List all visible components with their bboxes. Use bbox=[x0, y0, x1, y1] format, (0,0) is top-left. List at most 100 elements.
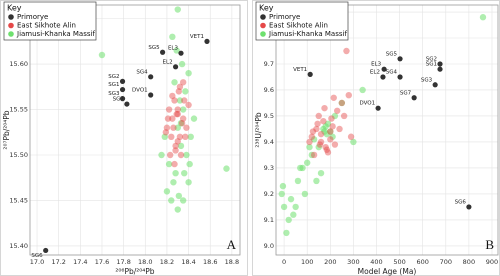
point-label: SG1 bbox=[426, 62, 437, 68]
data-point bbox=[310, 151, 318, 159]
data-point bbox=[359, 86, 366, 94]
y-tick-label: 15.55 bbox=[9, 106, 28, 114]
data-point bbox=[306, 143, 313, 151]
data-point bbox=[321, 104, 328, 112]
point-label: SG5 bbox=[148, 45, 160, 51]
data-point bbox=[190, 115, 198, 122]
data-point bbox=[176, 83, 184, 91]
data-point bbox=[124, 101, 130, 107]
x-tick-label: 17.6 bbox=[95, 258, 109, 266]
y-tick-label: 9.4 bbox=[264, 138, 274, 146]
x-tick-label: 17.2 bbox=[51, 258, 65, 266]
y-tick-label: 9.0 bbox=[264, 242, 274, 250]
data-point bbox=[397, 56, 403, 62]
data-point bbox=[437, 66, 443, 72]
legend-box bbox=[255, 1, 349, 41]
data-point bbox=[324, 120, 332, 127]
data-point bbox=[301, 190, 309, 198]
y-tick-label: 15.45 bbox=[9, 196, 28, 204]
point-label: SG7 bbox=[400, 90, 412, 96]
legend-title: Key bbox=[259, 4, 274, 13]
y-axis-title: ²⁰⁷Pb/²⁰⁴Pb bbox=[2, 110, 11, 149]
data-point bbox=[172, 147, 179, 154]
legend-swatch bbox=[8, 31, 14, 37]
data-point bbox=[163, 124, 171, 131]
data-point bbox=[174, 6, 181, 13]
data-point bbox=[308, 133, 316, 140]
point-label: VET1 bbox=[190, 34, 204, 40]
data-point bbox=[177, 119, 185, 127]
point-label: DVO1 bbox=[132, 88, 148, 94]
x-tick-label: 17.0 bbox=[30, 258, 44, 266]
point-label: SG1 bbox=[108, 82, 119, 88]
data-point bbox=[279, 182, 287, 190]
data-point bbox=[171, 79, 178, 86]
data-point bbox=[164, 115, 172, 122]
data-point bbox=[350, 138, 357, 146]
data-point bbox=[343, 47, 350, 55]
data-point bbox=[314, 120, 321, 127]
data-point bbox=[169, 115, 176, 122]
x-tick-label: 200 bbox=[324, 258, 336, 266]
point-label: SG3 bbox=[108, 91, 120, 97]
x-axis-title: ²⁰⁶Pb/²⁰⁴Pb bbox=[115, 267, 154, 276]
data-point bbox=[119, 78, 126, 84]
data-point bbox=[170, 124, 177, 131]
y-tick-label: 9.5 bbox=[264, 112, 274, 120]
data-point bbox=[183, 151, 190, 159]
data-point bbox=[174, 110, 181, 118]
data-point bbox=[162, 129, 170, 136]
data-point bbox=[182, 133, 189, 141]
data-point bbox=[381, 66, 387, 72]
data-point bbox=[308, 151, 316, 159]
y-tick-label: 15.60 bbox=[9, 60, 28, 68]
data-point bbox=[294, 177, 302, 185]
x-tick-label: 800 bbox=[463, 258, 475, 266]
data-point bbox=[181, 169, 188, 177]
x-tick-label: 18.4 bbox=[181, 258, 195, 266]
panel-background bbox=[0, 0, 248, 276]
point-label: SG6 bbox=[31, 253, 43, 259]
x-tick-label: 18.0 bbox=[138, 258, 152, 266]
data-point bbox=[178, 60, 186, 68]
x-tick-label: 300 bbox=[347, 258, 359, 266]
data-point bbox=[176, 133, 184, 141]
data-point bbox=[322, 143, 329, 151]
y-tick-label: 15.50 bbox=[9, 151, 28, 159]
data-point bbox=[185, 101, 192, 109]
data-point bbox=[168, 133, 175, 141]
legend-title: Key bbox=[7, 4, 22, 13]
panel-label: B bbox=[485, 237, 494, 252]
data-point bbox=[179, 106, 187, 113]
data-point bbox=[313, 177, 320, 185]
data-point bbox=[327, 136, 334, 143]
data-point bbox=[466, 204, 472, 210]
data-point bbox=[158, 151, 165, 159]
x-tick-label: 0 bbox=[282, 258, 286, 266]
data-point bbox=[317, 130, 325, 138]
y-tick-label: 9.2 bbox=[264, 190, 274, 198]
data-point bbox=[177, 151, 185, 159]
data-point bbox=[172, 169, 179, 177]
y-tick-label: 15.40 bbox=[9, 242, 28, 250]
point-label: EL2 bbox=[370, 69, 380, 75]
legend-label: East Sikhote Alin bbox=[269, 22, 328, 30]
data-point bbox=[432, 82, 438, 88]
data-point bbox=[175, 192, 183, 200]
data-point bbox=[148, 92, 154, 98]
data-point bbox=[179, 115, 187, 122]
data-point bbox=[170, 179, 177, 186]
data-point bbox=[331, 141, 339, 148]
data-point bbox=[181, 97, 188, 104]
data-point bbox=[119, 86, 126, 93]
data-point bbox=[178, 50, 184, 56]
data-point bbox=[280, 203, 288, 211]
data-point bbox=[324, 149, 332, 156]
x-axis-title: Model Age (Ma) bbox=[358, 267, 417, 276]
x-tick-label: 18.6 bbox=[203, 258, 217, 266]
data-point bbox=[309, 128, 317, 135]
point-label: VET1 bbox=[293, 67, 307, 73]
data-point bbox=[98, 51, 106, 59]
y-tick-label: 9.3 bbox=[264, 164, 274, 172]
